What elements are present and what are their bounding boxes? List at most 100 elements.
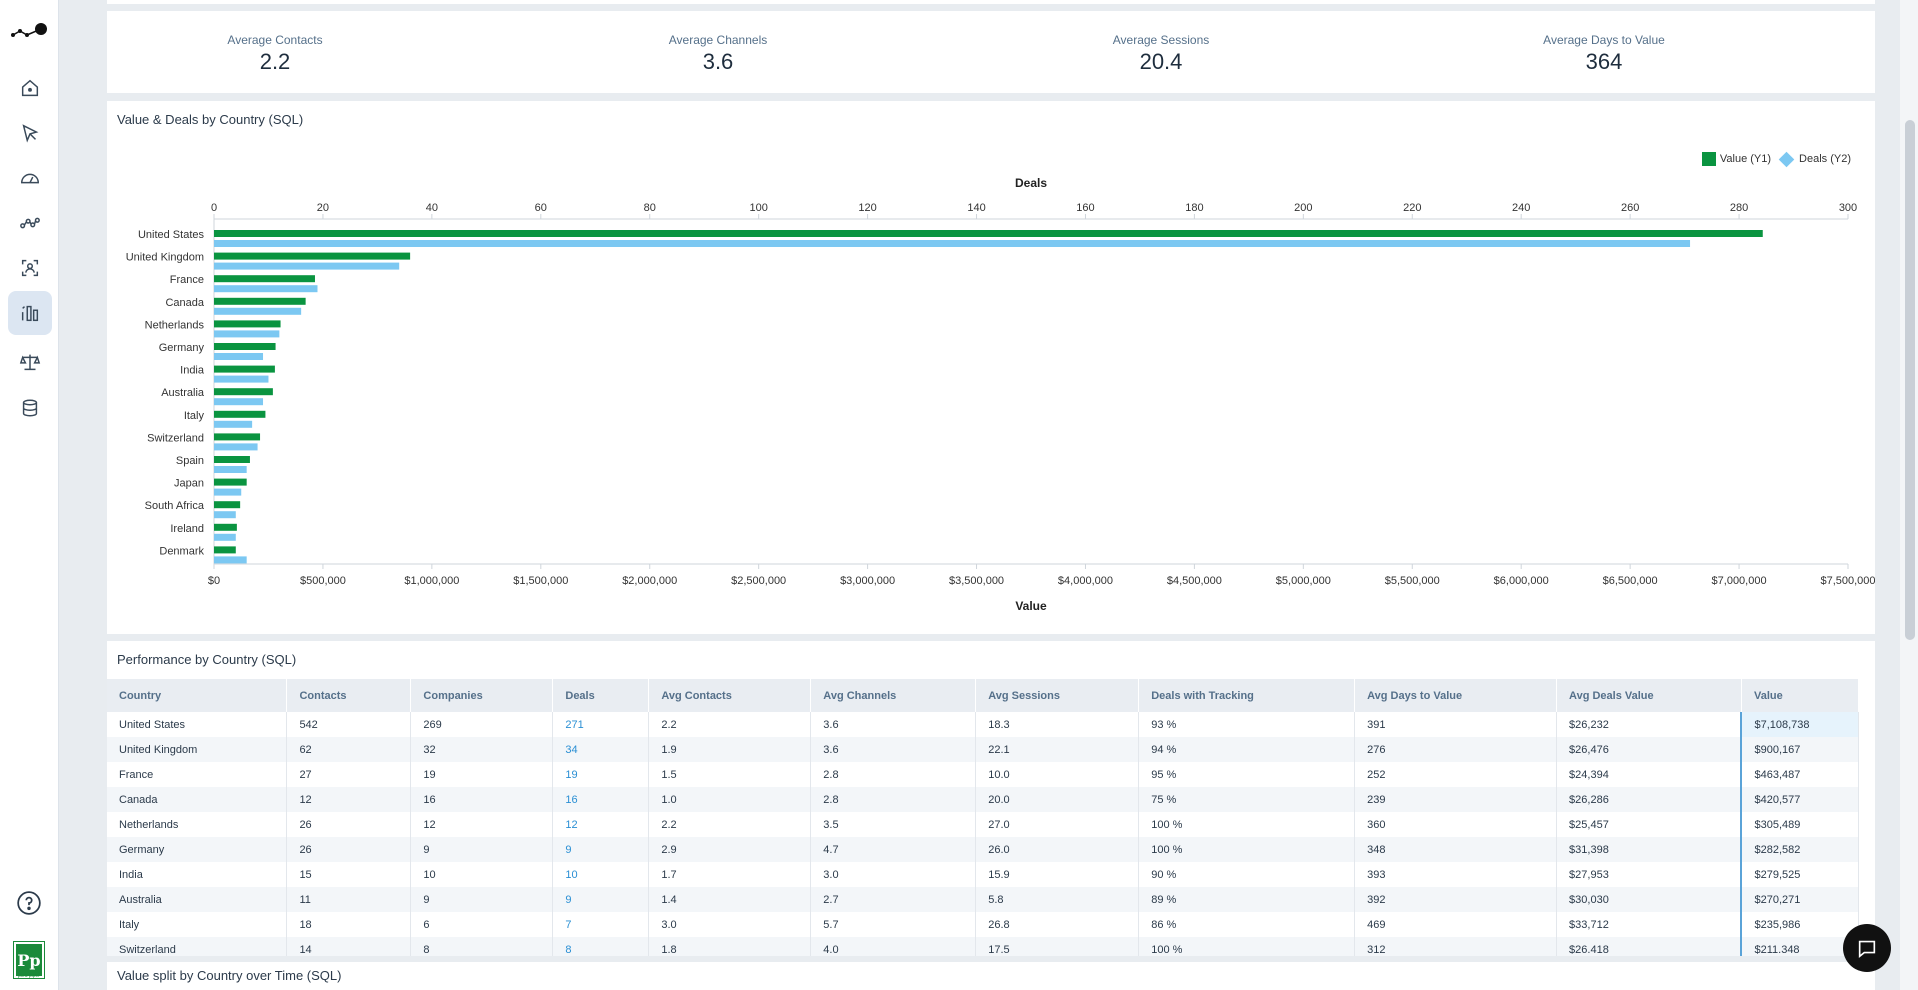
bar-deals[interactable] <box>214 488 242 496</box>
legend-deals-label[interactable]: Deals (Y2) <box>1799 153 1851 165</box>
column-header[interactable]: Avg Contacts <box>648 679 812 712</box>
value-cell: $463,487 <box>1740 762 1860 787</box>
bar-deals[interactable] <box>214 353 264 360</box>
deals-link[interactable]: 34 <box>552 737 650 762</box>
bar-deals[interactable] <box>214 556 247 564</box>
sidebar-item-home[interactable] <box>8 66 52 110</box>
table-row[interactable]: Germany 26 9 9 2.9 4.7 26.0 100 % 348 $31,398 $282… <box>107 837 1860 862</box>
column-header[interactable]: Value <box>1741 679 1860 712</box>
table-cell: 100 % <box>1138 937 1356 956</box>
logo-icon[interactable] <box>10 20 50 44</box>
bar-value[interactable] <box>214 501 241 509</box>
bar-deals[interactable] <box>214 466 247 473</box>
column-header[interactable]: Country <box>107 679 288 712</box>
table-cell: 94 % <box>1138 737 1356 762</box>
column-header[interactable]: Contacts <box>286 679 412 712</box>
bar-value[interactable] <box>214 297 306 305</box>
bar-value[interactable] <box>214 343 276 350</box>
bar-deals[interactable] <box>214 330 280 338</box>
deals-link[interactable]: 19 <box>552 762 650 787</box>
bar-value[interactable] <box>214 546 236 554</box>
deals-link[interactable]: 9 <box>552 837 650 862</box>
table-cell: 1.7 <box>648 862 812 887</box>
x-tick-label: $1,000,000 <box>404 575 459 587</box>
table-row[interactable]: Canada 12 16 16 1.0 2.8 20.0 75 % 239 $26,286 $420… <box>107 787 1860 812</box>
page-scrollbar[interactable] <box>1900 0 1918 990</box>
deals-link[interactable]: 10 <box>552 862 650 887</box>
deals-link[interactable]: 12 <box>552 812 650 837</box>
help-icon[interactable] <box>16 890 42 916</box>
bar-value[interactable] <box>214 410 266 418</box>
deals-link[interactable]: 8 <box>552 937 650 956</box>
bar-deals[interactable] <box>214 420 253 428</box>
table-row[interactable]: Italy 18 6 7 3.0 5.7 26.8 86 % 469 $33,712 $235,98… <box>107 912 1860 937</box>
column-header[interactable]: Avg Channels <box>810 679 977 712</box>
table-row[interactable]: United Kingdom 62 32 34 1.9 3.6 22.1 94 % 276 $26… <box>107 737 1860 762</box>
column-header[interactable]: Deals <box>552 679 650 712</box>
bar-value[interactable] <box>214 388 273 396</box>
brand-logo[interactable]: Pp <box>13 941 45 979</box>
sidebar-item-journey[interactable] <box>8 201 52 245</box>
sidebar-item-compare[interactable] <box>8 340 52 384</box>
table-row[interactable]: Netherlands 26 12 12 2.2 3.5 27.0 100 % 360 $25,4… <box>107 812 1860 837</box>
deals-link[interactable]: 16 <box>552 787 650 812</box>
chat-button[interactable] <box>1843 924 1891 972</box>
table-row[interactable]: Australia 11 9 9 1.4 2.7 5.8 89 % 392 $30,030 $270… <box>107 887 1860 912</box>
deals-link[interactable]: 271 <box>552 712 650 737</box>
bar-value[interactable] <box>214 252 411 260</box>
kpi-card: Average Contacts 2.2 Average Channels 3.… <box>107 11 1875 93</box>
column-header[interactable]: Avg Days to Value <box>1354 679 1558 712</box>
column-header[interactable]: Avg Sessions <box>975 679 1140 712</box>
deals-link[interactable]: 9 <box>552 887 650 912</box>
table-row[interactable]: France 27 19 19 1.5 2.8 10.0 95 % 252 $24,394 $463… <box>107 762 1860 787</box>
bar-deals[interactable] <box>214 262 400 270</box>
bar-deals[interactable] <box>214 533 236 541</box>
y-category-label: France <box>170 274 204 286</box>
table-cell: 20.0 <box>975 787 1140 812</box>
table-cell: 100 % <box>1138 837 1356 862</box>
table-cell: Switzerland <box>107 937 288 956</box>
table-cell: 12 <box>286 787 412 812</box>
table-cell: 11 <box>286 887 412 912</box>
bar-deals[interactable] <box>214 307 302 315</box>
bar-value[interactable] <box>214 433 261 441</box>
x-tick-label: $2,000,000 <box>622 575 677 587</box>
bar-value[interactable] <box>214 478 247 486</box>
x2-tick-label: 160 <box>1076 202 1094 214</box>
scrollbar-thumb[interactable] <box>1905 120 1915 640</box>
legend-value-label[interactable]: Value (Y1) <box>1719 153 1772 165</box>
x-tick-label: $500,000 <box>300 575 346 587</box>
sidebar-item-cursor[interactable] <box>8 111 52 155</box>
table-cell: Netherlands <box>107 812 288 837</box>
table-row[interactable]: India 15 10 10 1.7 3.0 15.9 90 % 393 $27,953 $279,… <box>107 862 1860 887</box>
bar-deals[interactable] <box>214 398 264 406</box>
bar-deals[interactable] <box>214 285 318 293</box>
column-header[interactable]: Avg Deals Value <box>1556 679 1742 712</box>
sidebar-item-gauge[interactable] <box>8 156 52 200</box>
sidebar-item-contacts[interactable] <box>8 246 52 290</box>
table-header-row: Country Contacts Companies Deals Avg Contact… <box>107 679 1860 712</box>
bar-value[interactable] <box>214 320 281 328</box>
table-cell: 18.3 <box>975 712 1140 737</box>
bar-value[interactable] <box>214 365 275 373</box>
cursor-icon <box>22 124 39 143</box>
table-row[interactable]: Switzerland 14 8 8 1.8 4.0 17.5 100 % 312 $26.418… <box>107 937 1860 956</box>
x2-tick-label: 120 <box>858 202 876 214</box>
bar-value[interactable] <box>214 275 315 283</box>
sidebar-item-database[interactable] <box>8 386 52 430</box>
deals-link[interactable]: 7 <box>552 912 650 937</box>
value-cell: $305,489 <box>1740 812 1860 837</box>
bar-deals[interactable] <box>214 240 1691 247</box>
column-header[interactable]: Companies <box>410 679 554 712</box>
x2-tick-label: 280 <box>1730 202 1748 214</box>
bar-value[interactable] <box>214 230 1763 237</box>
bar-deals[interactable] <box>214 443 258 451</box>
bar-value[interactable] <box>214 523 237 531</box>
bar-deals[interactable] <box>214 375 269 383</box>
bar-value[interactable] <box>214 456 250 463</box>
table-cell: 22.1 <box>975 737 1140 762</box>
table-row[interactable]: United States 542 269 271 2.2 3.6 18.3 93 % 391 $… <box>107 712 1860 737</box>
sidebar-item-reports[interactable] <box>8 291 52 335</box>
column-header[interactable]: Deals with Tracking <box>1138 679 1356 712</box>
bar-deals[interactable] <box>214 511 236 519</box>
